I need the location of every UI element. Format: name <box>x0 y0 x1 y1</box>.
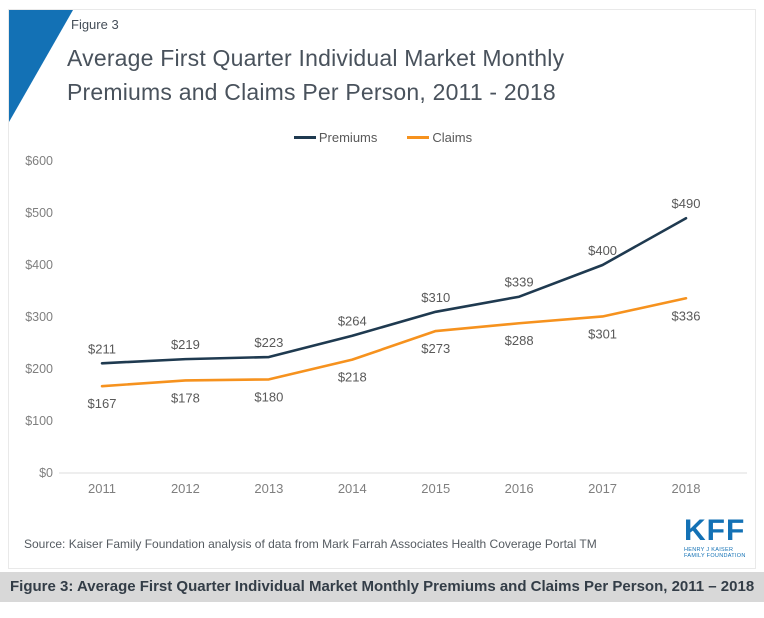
data-label-claims: $180 <box>254 389 283 404</box>
data-label-claims: $218 <box>338 370 367 385</box>
data-label-claims: $178 <box>171 390 200 405</box>
line-chart: $0 $100 $200 $300 $400 $500 $600 2011 2012 2013 20… <box>25 154 747 496</box>
kff-logo-subtext-line2: FAMILY FOUNDATION <box>684 552 746 559</box>
y-tick-label: $0 <box>39 466 53 480</box>
data-label-premiums: $219 <box>171 337 200 352</box>
legend-label-claims: Claims <box>432 130 473 145</box>
legend-label-premiums: Premiums <box>318 130 378 145</box>
x-tick-label: 2018 <box>672 481 701 496</box>
y-tick-label: $600 <box>25 154 53 168</box>
data-label-premiums: $211 <box>88 341 116 356</box>
data-label-premiums: $223 <box>254 335 283 350</box>
x-tick-label: 2015 <box>421 481 450 496</box>
kff-logo-subtext-line1: HENRY J KAISER <box>684 547 734 553</box>
figure-card: Figure 3 Average First Quarter Individua… <box>8 9 756 569</box>
data-label-claims: $301 <box>588 326 617 341</box>
y-tick-label: $100 <box>25 414 53 428</box>
legend-swatch-premiums <box>293 136 316 139</box>
data-label-claims: $336 <box>672 308 701 323</box>
x-tick-label: 2016 <box>505 481 534 496</box>
legend-item-premiums: Premiums <box>293 130 378 145</box>
kff-logo-subtext: HENRY J KAISER FAMILY FOUNDATION <box>684 547 750 559</box>
y-tick-label: $200 <box>25 362 53 376</box>
data-label-premiums: $264 <box>338 314 367 329</box>
x-tick-label: 2013 <box>254 481 283 496</box>
data-label-claims: $273 <box>421 341 450 356</box>
y-tick-label: $500 <box>25 206 53 220</box>
data-label-premiums: $339 <box>505 275 534 290</box>
kff-logo-text: KFF <box>684 514 746 547</box>
y-tick-label: $300 <box>25 310 53 324</box>
figure-label: Figure 3 <box>71 17 119 32</box>
series-line-premiums <box>100 216 688 365</box>
x-tick-label: 2014 <box>338 481 367 496</box>
source-note: Source: Kaiser Family Foundation analysi… <box>24 537 597 551</box>
data-label-premiums: $310 <box>421 290 450 305</box>
chart-title-line1: Average First Quarter Individual Market … <box>67 45 565 71</box>
x-tick-label: 2017 <box>588 481 617 496</box>
series-line-claims <box>100 296 688 388</box>
data-label-premiums: $490 <box>672 196 701 211</box>
caption-text: Figure 3: Average First Quarter Individu… <box>10 578 755 595</box>
y-tick-label: $400 <box>25 258 53 272</box>
data-label-premiums: $400 <box>588 243 617 258</box>
x-tick-label: 2011 <box>88 481 116 496</box>
x-tick-label: 2012 <box>171 481 200 496</box>
corner-triangle-decoration <box>9 10 73 122</box>
caption-bar: Figure 3: Average First Quarter Individu… <box>0 572 764 602</box>
data-label-claims: $288 <box>505 333 534 348</box>
legend-item-claims: Claims <box>407 130 472 145</box>
chart-title-line2: Premiums and Claims Per Person, 2011 - 2… <box>67 79 556 105</box>
chart-title: Average First Quarter Individual Market … <box>67 41 564 109</box>
kff-logo: KFF HENRY J KAISER FAMILY FOUNDATION <box>684 516 750 559</box>
legend-swatch-claims <box>407 136 430 139</box>
chart-legend: Premiums Claims <box>9 130 757 145</box>
data-label-claims: $167 <box>88 396 117 411</box>
